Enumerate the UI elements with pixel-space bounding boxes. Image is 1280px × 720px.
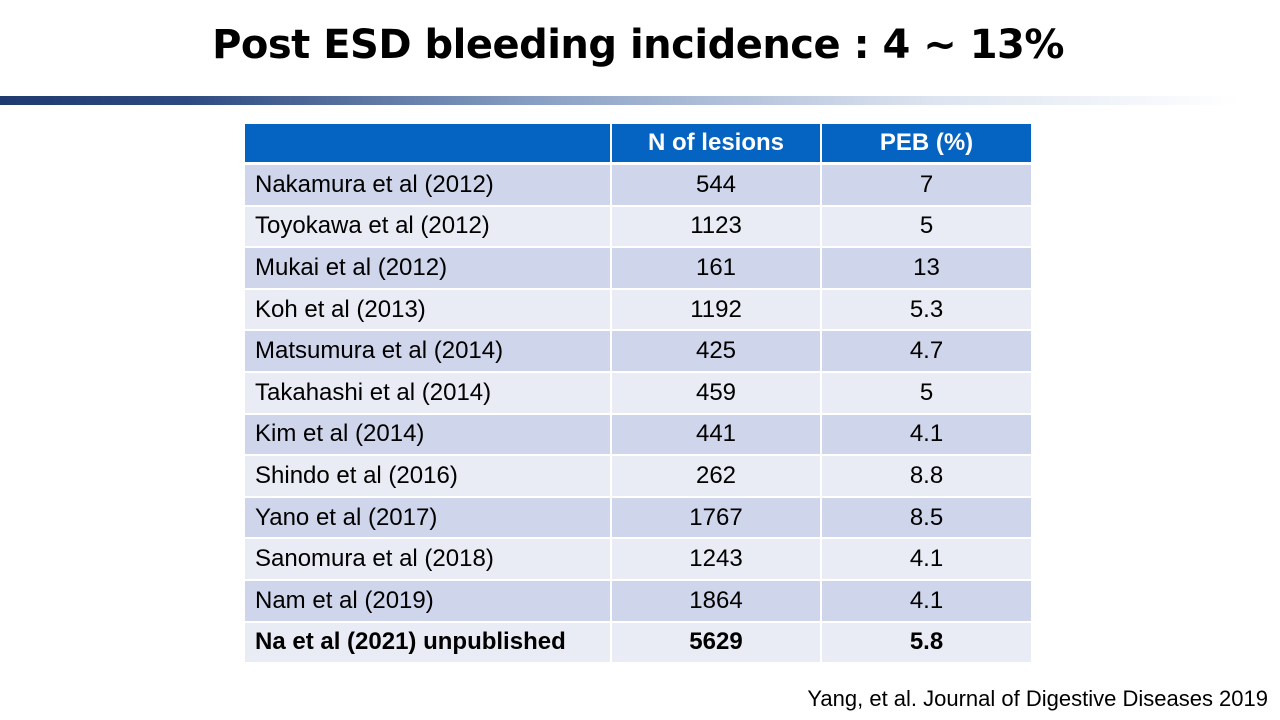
title-divider-bar [0, 96, 1240, 105]
header-peb-percent: PEB (%) [821, 124, 1031, 165]
header-study [245, 124, 612, 165]
lesions-cell: 459 [611, 371, 822, 415]
table-row: Shindo et al (2016) 262 8.8 [245, 455, 1031, 498]
lesions-cell: 5629 [611, 621, 822, 665]
table-row: Nakamura et al (2012) 544 7 [245, 163, 1031, 207]
table-row: Matsumura et al (2014) 425 4.7 [245, 330, 1031, 373]
lesions-cell: 161 [611, 247, 822, 290]
table-row: Na et al (2021) unpublished 5629 5.8 [245, 621, 1031, 665]
table-row: Kim et al (2014) 441 4.1 [245, 413, 1031, 457]
lesions-cell: 544 [611, 163, 822, 207]
peb-cell: 5.3 [821, 288, 1031, 332]
study-cell: Na et al (2021) unpublished [245, 621, 612, 665]
table-row: Sanomura et al (2018) 1243 4.1 [245, 538, 1031, 581]
peb-cell: 5 [821, 205, 1031, 249]
slide-title: Post ESD bleeding incidence : 4 ~ 13% [212, 22, 1064, 68]
table-row: Takahashi et al (2014) 459 5 [245, 371, 1031, 415]
bleeding-incidence-table: N of lesions PEB (%) Nakamura et al (201… [245, 124, 1031, 665]
peb-cell: 7 [821, 163, 1031, 207]
peb-cell: 4.1 [821, 538, 1031, 581]
study-cell: Shindo et al (2016) [245, 455, 612, 498]
table-row: Yano et al (2017) 1767 8.5 [245, 496, 1031, 540]
citation-text: Yang, et al. Journal of Digestive Diseas… [807, 686, 1268, 711]
lesions-cell: 1192 [611, 288, 822, 332]
peb-cell: 13 [821, 247, 1031, 290]
study-cell: Takahashi et al (2014) [245, 371, 612, 415]
peb-cell: 5 [821, 371, 1031, 415]
lesions-cell: 425 [611, 330, 822, 373]
header-n-of-lesions: N of lesions [611, 124, 822, 165]
lesions-cell: 1123 [611, 205, 822, 249]
lesions-cell: 441 [611, 413, 822, 457]
lesions-cell: 262 [611, 455, 822, 498]
study-cell: Matsumura et al (2014) [245, 330, 612, 373]
study-cell: Toyokawa et al (2012) [245, 205, 612, 249]
study-cell: Yano et al (2017) [245, 496, 612, 540]
lesions-cell: 1243 [611, 538, 822, 581]
lesions-cell: 1864 [611, 579, 822, 623]
table-row: Toyokawa et al (2012) 1123 5 [245, 205, 1031, 249]
study-cell: Nam et al (2019) [245, 579, 612, 623]
lesions-cell: 1767 [611, 496, 822, 540]
peb-cell: 8.8 [821, 455, 1031, 498]
peb-cell: 5.8 [821, 621, 1031, 665]
study-cell: Kim et al (2014) [245, 413, 612, 457]
study-cell: Mukai et al (2012) [245, 247, 612, 290]
study-cell: Nakamura et al (2012) [245, 163, 612, 207]
study-cell: Koh et al (2013) [245, 288, 612, 332]
table-row: Nam et al (2019) 1864 4.1 [245, 579, 1031, 623]
peb-cell: 4.1 [821, 579, 1031, 623]
study-cell: Sanomura et al (2018) [245, 538, 612, 581]
peb-cell: 4.1 [821, 413, 1031, 457]
table-row: Mukai et al (2012) 161 13 [245, 247, 1031, 290]
peb-cell: 4.7 [821, 330, 1031, 373]
peb-cell: 8.5 [821, 496, 1031, 540]
table-header-row: N of lesions PEB (%) [245, 124, 1031, 165]
table-row: Koh et al (2013) 1192 5.3 [245, 288, 1031, 332]
